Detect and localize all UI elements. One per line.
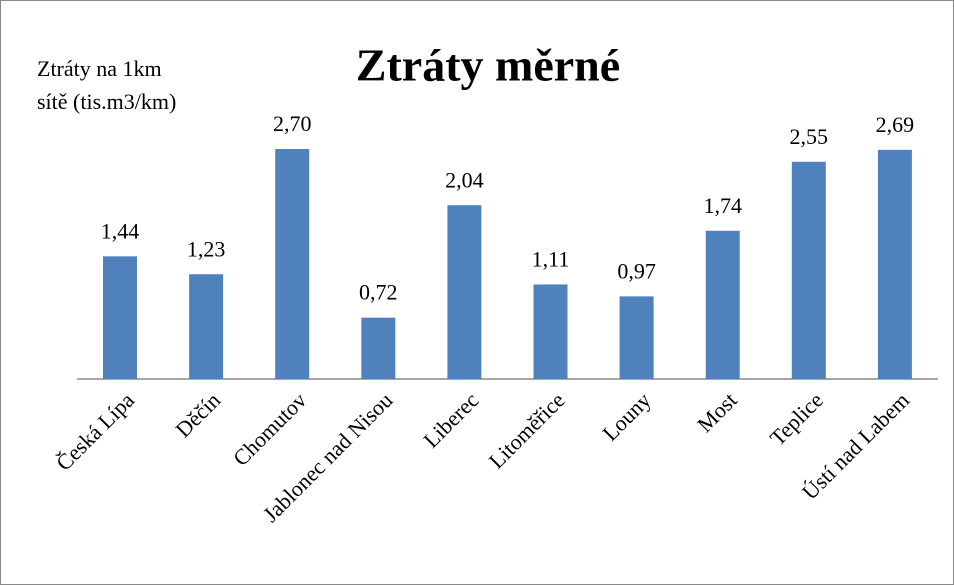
bar [619,296,654,379]
bar [361,317,396,379]
value-label: 2,70 [273,111,312,136]
chart-title: Ztráty měrné [356,40,620,91]
value-label: 0,72 [359,280,398,305]
bar [103,256,137,379]
value-label: 1,23 [187,236,226,261]
bar [189,274,224,379]
y-axis-label: Ztráty na 1km sítě (tis.m3/km) [37,56,177,114]
value-label: 1,11 [532,246,570,271]
bar [447,205,482,379]
value-label: 2,69 [876,112,915,137]
value-label: 0,97 [617,258,656,283]
bar [533,284,568,379]
value-label: 2,55 [790,124,829,149]
bar [275,149,310,379]
value-label: 2,04 [445,167,484,192]
bar [791,161,826,379]
bar [705,230,740,379]
bar [877,149,912,379]
value-label: 1,44 [101,218,140,243]
value-label: 1,74 [703,193,742,218]
